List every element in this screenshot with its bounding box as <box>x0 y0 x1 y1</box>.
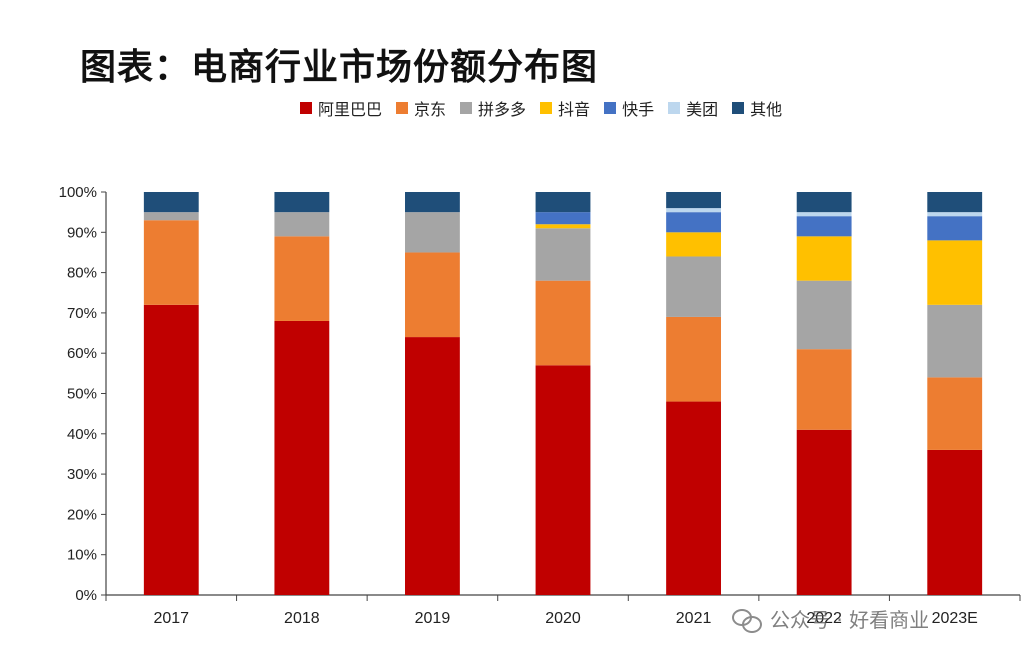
bar-segment <box>796 216 852 237</box>
legend-item: 京东 <box>396 96 446 120</box>
bar-segment <box>405 337 460 595</box>
watermark-text: 公众号 · 好看商业 <box>770 608 930 632</box>
y-tick-label: 100% <box>59 184 97 201</box>
y-tick-label: 60% <box>67 345 97 362</box>
wechat-icon <box>732 607 762 633</box>
legend-item: 快手 <box>604 96 654 120</box>
bar-segment <box>143 192 199 213</box>
bar-segment <box>796 192 852 213</box>
bar-segment <box>143 212 199 221</box>
legend-swatch <box>732 102 745 114</box>
bar-segment <box>405 252 460 338</box>
bar-segment <box>666 208 721 213</box>
legend-label: 阿里巴巴 <box>318 100 383 119</box>
legend-label: 京东 <box>414 100 447 119</box>
bar-segment <box>535 192 591 213</box>
bar-segment <box>796 429 852 595</box>
legend: 阿里巴巴 京东 拼多多 抖音 快手 美团 其他 <box>300 96 782 120</box>
bar-segment <box>274 320 330 595</box>
bar-segment <box>274 192 330 213</box>
chart-title: 图表：电商行业市场份额分布图 <box>80 47 599 88</box>
bar-segment <box>796 349 852 430</box>
legend-swatch <box>460 102 473 114</box>
bar-segment <box>927 192 983 213</box>
bar-segment <box>796 212 852 217</box>
legend-label: 其他 <box>750 100 783 119</box>
legend-swatch <box>604 102 617 114</box>
bar-segment <box>535 224 591 229</box>
legend-swatch <box>396 102 409 114</box>
legend-swatch <box>540 102 553 114</box>
y-tick-label: 80% <box>67 265 97 282</box>
legend-label: 快手 <box>622 100 655 119</box>
legend-label: 美团 <box>686 100 719 119</box>
legend-item: 抖音 <box>540 96 590 120</box>
legend-item: 其他 <box>732 96 782 120</box>
bar-segment <box>535 212 591 225</box>
y-tick-label: 0% <box>75 587 97 604</box>
legend-item: 阿里巴巴 <box>300 96 382 120</box>
bar-segment <box>796 236 852 281</box>
bar-segment <box>274 212 330 237</box>
bar-segment <box>535 280 591 366</box>
bar-segment <box>927 216 983 241</box>
legend-item: 美团 <box>668 96 718 120</box>
y-tick-label: 40% <box>67 426 97 443</box>
watermark: 公众号 · 好看商业 <box>732 604 929 633</box>
x-tick-label: 2021 <box>676 610 712 627</box>
y-tick-label: 10% <box>67 547 97 564</box>
bar-segment <box>666 232 721 257</box>
bar-segment <box>927 304 983 378</box>
bar-segment <box>666 316 721 402</box>
bar-segment <box>927 212 983 217</box>
bar-segment <box>405 192 460 213</box>
bar-segment <box>143 220 199 305</box>
bar-segment <box>405 212 460 253</box>
bar-segment <box>666 401 721 595</box>
y-tick-label: 90% <box>67 224 97 241</box>
bar-segment <box>666 192 721 209</box>
bar-segment <box>535 365 591 595</box>
x-tick-label: 2018 <box>284 610 320 627</box>
x-tick-label: 2022 <box>806 610 842 627</box>
legend-label: 拼多多 <box>478 100 527 119</box>
bar-segment <box>143 304 199 595</box>
bar-segment <box>927 449 983 595</box>
x-tick-label: 2020 <box>545 610 581 627</box>
bar-segment <box>274 236 330 321</box>
y-tick-label: 20% <box>67 506 97 523</box>
bar-segment <box>535 228 591 281</box>
legend-swatch <box>668 102 681 114</box>
bar-segment <box>796 280 852 350</box>
y-tick-label: 30% <box>67 466 97 483</box>
x-tick-label: 2023E <box>932 610 978 627</box>
bar-segment <box>927 240 983 305</box>
x-tick-label: 2017 <box>153 610 189 627</box>
legend-item: 拼多多 <box>460 96 526 120</box>
legend-label: 抖音 <box>558 100 591 119</box>
y-tick-label: 50% <box>67 386 97 403</box>
bar-segment <box>666 256 721 317</box>
legend-swatch <box>300 102 312 114</box>
y-tick-label: 70% <box>67 305 97 322</box>
bar-segment <box>927 377 983 450</box>
bar-segment <box>666 212 721 233</box>
x-tick-label: 2019 <box>415 610 451 627</box>
